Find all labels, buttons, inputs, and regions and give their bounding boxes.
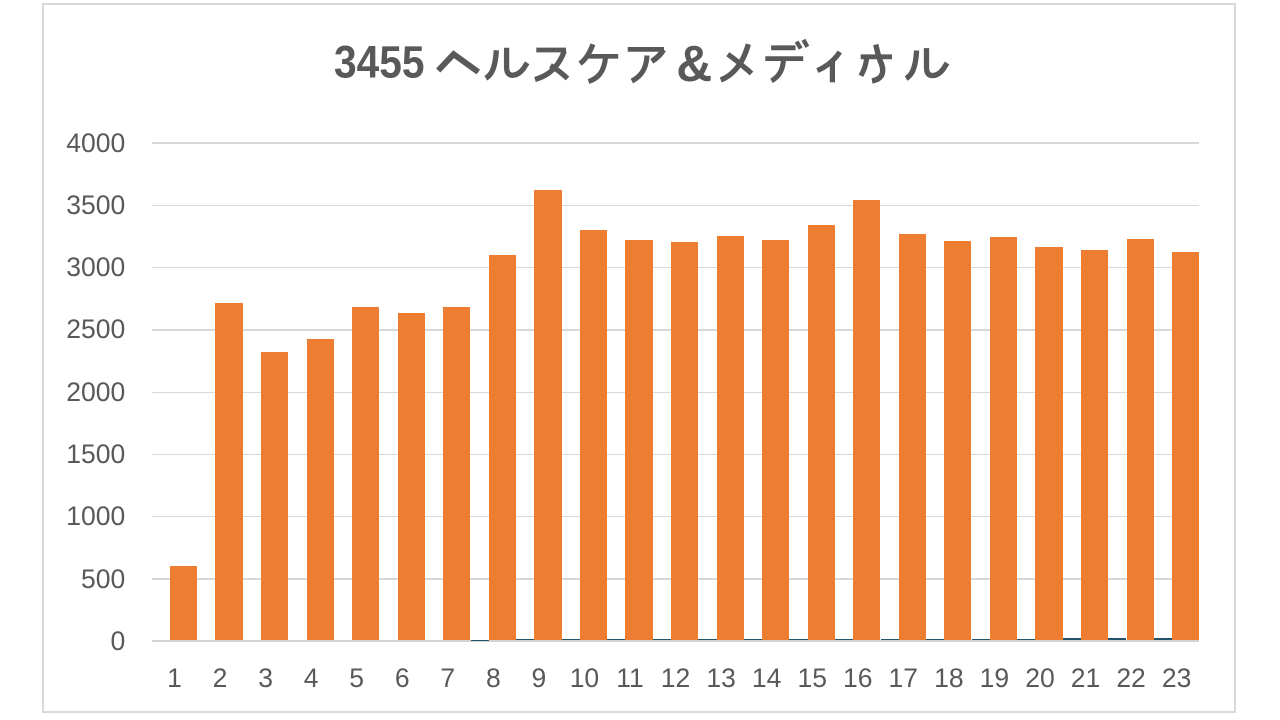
svg-text:3455: 3455 bbox=[334, 36, 425, 87]
svg-text:&: & bbox=[676, 35, 712, 92]
